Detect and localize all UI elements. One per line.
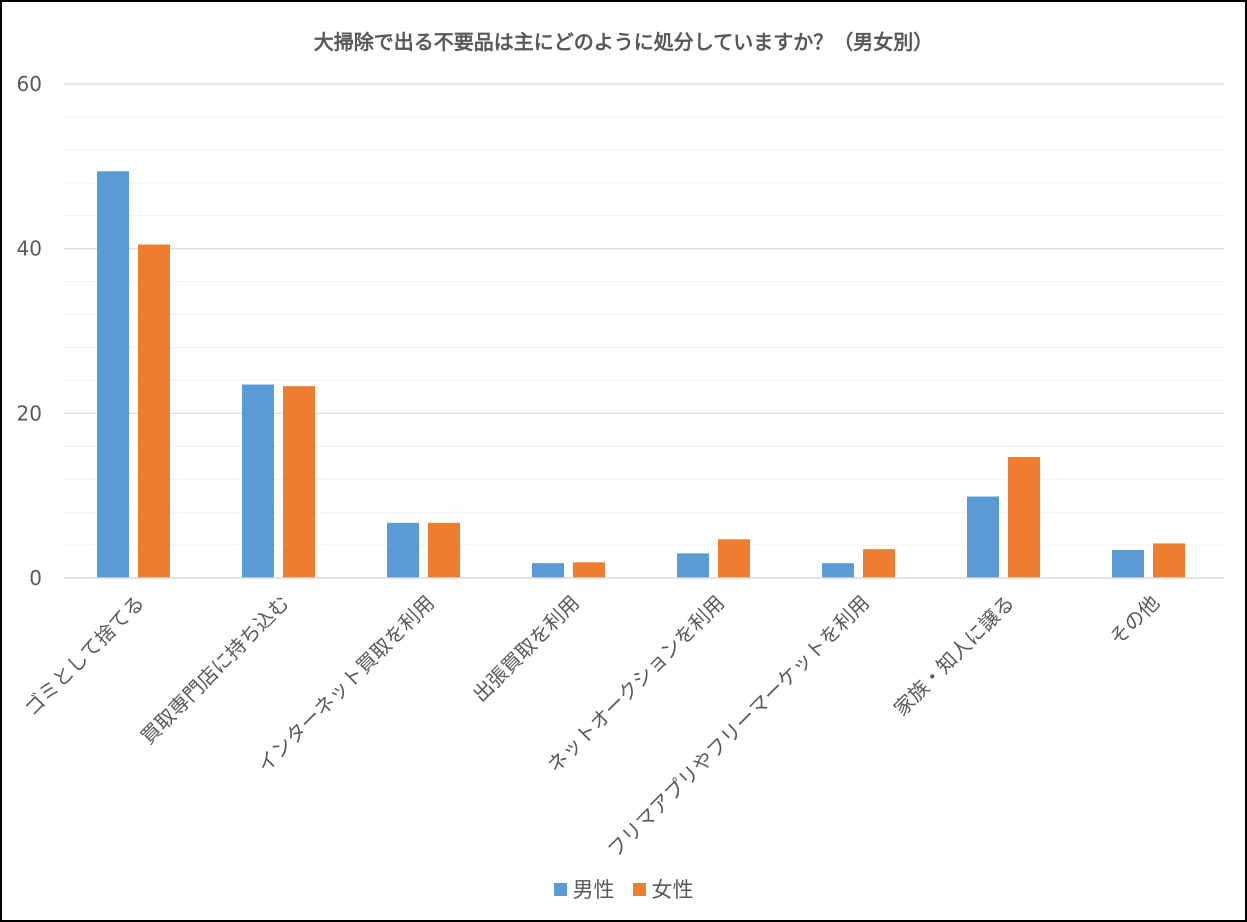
- bar-male: [1112, 550, 1144, 578]
- y-axis-ticks: 0 20 40 60: [17, 72, 42, 590]
- bar-female: [573, 562, 605, 578]
- bar-male: [97, 171, 129, 579]
- bar-male: [822, 563, 854, 578]
- bar-female: [428, 522, 460, 578]
- x-category-label: ゴミとして捨てる: [19, 591, 149, 721]
- bar-male: [532, 563, 564, 578]
- y-tick-label: 60: [17, 72, 42, 96]
- legend-swatch-male: [553, 882, 567, 896]
- x-category-label: 出張買取を利用: [468, 591, 584, 707]
- bar-female: [1153, 543, 1185, 578]
- bar-male: [242, 384, 274, 578]
- x-category-label: フリマアプリやフリーマーケットを利用: [603, 591, 875, 863]
- bar-female: [863, 549, 895, 578]
- x-category-label: 買取専門店に持ち込む: [136, 591, 294, 749]
- bars: [97, 171, 1185, 579]
- x-category-label: 家族・知人に譲る: [889, 591, 1019, 721]
- bar-female: [1008, 456, 1040, 578]
- bar-female: [138, 244, 170, 579]
- y-tick-label: 40: [17, 237, 42, 261]
- y-tick-label: 20: [17, 401, 42, 425]
- bar-female: [718, 539, 750, 578]
- bar-male: [967, 496, 999, 578]
- x-category-label: その他: [1105, 591, 1164, 650]
- legend-label-female: 女性: [651, 878, 694, 902]
- bar-male: [677, 553, 709, 578]
- gridlines: [64, 83, 1224, 546]
- y-tick-label: 0: [29, 566, 42, 590]
- bar-female: [283, 386, 315, 578]
- legend-label-male: 男性: [572, 878, 615, 902]
- bar-male: [387, 522, 419, 578]
- legend-item-male: 男性: [553, 874, 615, 904]
- chart-title: 大掃除で出る不要品は主にどのように処分していますか？（男女別）: [313, 30, 934, 54]
- legend-item-female: 女性: [632, 874, 694, 904]
- legend-swatch-female: [632, 882, 646, 896]
- legend: 男性 女性: [2, 874, 1245, 904]
